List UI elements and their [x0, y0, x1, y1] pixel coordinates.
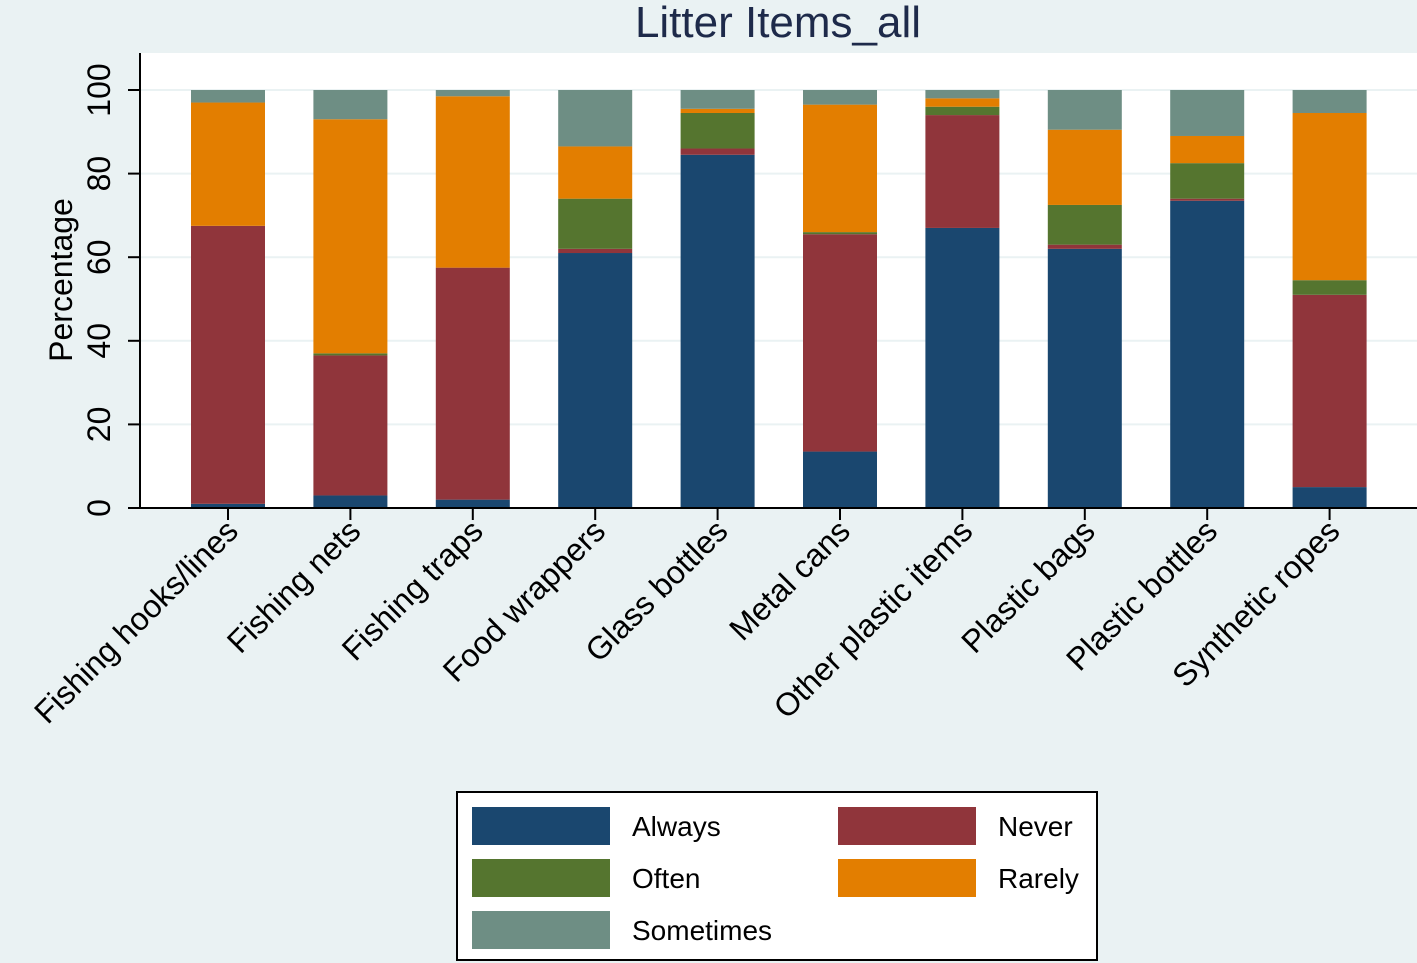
legend-label-always: Always	[632, 811, 721, 842]
y-tick-label-80: 80	[81, 156, 117, 192]
bar-other-plastic-items-always	[925, 227, 1000, 508]
bar-glass-bottles-always	[680, 154, 755, 509]
bar-food-wrappers-often	[558, 198, 633, 249]
bar-glass-bottles-sometimes	[680, 90, 755, 109]
legend-label-sometimes: Sometimes	[632, 915, 773, 946]
bar-fishing-traps-sometimes	[435, 90, 510, 97]
bar-other-plastic-items-never	[925, 115, 1000, 228]
legend-swatch-sometimes	[472, 911, 610, 949]
bar-food-wrappers-never	[558, 248, 633, 254]
bar-other-plastic-items-rarely	[925, 98, 1000, 107]
bar-synthetic-ropes-rarely	[1292, 112, 1367, 281]
bar-plastic-bottles-sometimes	[1170, 90, 1245, 136]
x-tick-label-metal-cans: Metal cans	[722, 512, 857, 647]
bar-glass-bottles-often	[680, 112, 755, 149]
bar-metal-cans-never	[803, 234, 877, 452]
bar-fishing-traps-never	[435, 267, 510, 500]
x-tick-label-fishing-hooks-lines: Fishing hooks/lines	[27, 512, 245, 730]
bar-food-wrappers-sometimes	[558, 90, 633, 147]
y-tick-label-60: 60	[81, 239, 117, 275]
legend-label-often: Often	[632, 863, 701, 894]
bar-synthetic-ropes-often	[1292, 280, 1367, 295]
legend-label-rarely: Rarely	[998, 863, 1079, 894]
bar-fishing-hooks-lines-rarely	[191, 102, 265, 226]
legend-swatch-never	[838, 807, 976, 845]
bar-glass-bottles-rarely	[680, 108, 755, 113]
bar-fishing-hooks-lines-always	[191, 503, 265, 508]
bar-glass-bottles-never	[680, 148, 755, 155]
bar-plastic-bottles-never	[1170, 198, 1245, 201]
y-tick-label-100: 100	[81, 63, 117, 116]
bar-metal-cans-always	[803, 451, 877, 508]
bar-plastic-bags-never	[1047, 244, 1122, 249]
bar-metal-cans-rarely	[803, 104, 877, 233]
legend-swatch-rarely	[838, 859, 976, 897]
bar-fishing-hooks-lines-sometimes	[191, 90, 265, 103]
legend: Always Never Often Rarely Sometimes	[456, 791, 1098, 961]
legend-label-never: Never	[998, 811, 1073, 842]
y-tick-label-40: 40	[81, 323, 117, 359]
bar-fishing-hooks-lines-never	[191, 225, 265, 504]
bar-plastic-bags-often	[1047, 204, 1122, 245]
bar-fishing-nets-rarely	[313, 119, 388, 354]
bar-plastic-bags-always	[1047, 248, 1122, 508]
bar-food-wrappers-rarely	[558, 146, 633, 199]
bar-other-plastic-items-sometimes	[925, 90, 1000, 99]
legend-swatch-often	[472, 859, 610, 897]
bar-synthetic-ropes-sometimes	[1292, 90, 1367, 113]
bar-plastic-bottles-often	[1170, 163, 1245, 199]
y-tick-label-0: 0	[81, 499, 117, 517]
bar-fishing-traps-rarely	[435, 96, 510, 268]
bar-fishing-traps-always	[435, 499, 510, 508]
chart-title: Litter Items_all	[635, 0, 921, 47]
bar-other-plastic-items-often	[925, 106, 1000, 116]
bar-plastic-bottles-rarely	[1170, 135, 1245, 164]
bar-fishing-nets-often	[313, 353, 388, 356]
y-tick-label-20: 20	[81, 407, 117, 443]
bar-plastic-bottles-always	[1170, 200, 1245, 508]
bar-fishing-nets-always	[313, 495, 388, 508]
bar-synthetic-ropes-always	[1292, 487, 1367, 508]
bar-fishing-nets-sometimes	[313, 90, 388, 120]
bar-plastic-bags-rarely	[1047, 129, 1122, 205]
bar-metal-cans-sometimes	[803, 90, 877, 105]
legend-swatch-always	[472, 807, 610, 845]
bar-metal-cans-often	[803, 232, 877, 235]
y-axis-label: Percentage	[43, 198, 79, 362]
bar-food-wrappers-always	[558, 253, 633, 508]
bar-fishing-nets-never	[313, 355, 388, 496]
bar-synthetic-ropes-never	[1292, 294, 1367, 488]
bar-plastic-bags-sometimes	[1047, 90, 1122, 130]
